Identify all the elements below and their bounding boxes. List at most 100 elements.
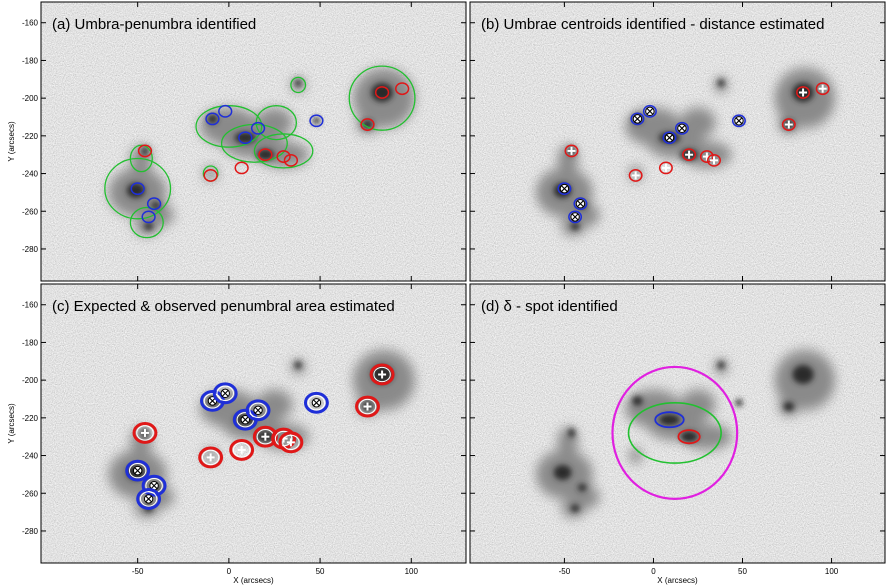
positive-centroid-marker bbox=[206, 453, 215, 462]
delta-penumbra-contour bbox=[627, 401, 722, 464]
negative-centroid-marker bbox=[645, 106, 655, 117]
positive-centroid-marker bbox=[237, 445, 246, 454]
negative-expected-penumbra bbox=[212, 382, 238, 405]
observed-penumbra bbox=[282, 434, 300, 451]
delta-spot-circle bbox=[611, 365, 739, 501]
negative-centroid-marker bbox=[664, 133, 675, 143]
positive-umbra-contour bbox=[658, 161, 673, 175]
y-tick-label: -240 bbox=[22, 452, 39, 461]
y-tick-label: -200 bbox=[22, 94, 39, 103]
negative-umbra-contour bbox=[642, 104, 657, 118]
observed-penumbra bbox=[307, 395, 326, 411]
negative-umbra-contour bbox=[141, 210, 156, 224]
negative-expected-penumbra bbox=[303, 391, 329, 414]
x-tick-label: 50 bbox=[316, 567, 325, 576]
panel-frame bbox=[469, 1, 886, 282]
x-tick-label: 0 bbox=[227, 567, 232, 576]
panel-title: (c) Expected & observed penumbral area e… bbox=[52, 298, 395, 315]
penumbra-contour bbox=[195, 105, 263, 148]
observed-penumbra bbox=[139, 491, 158, 507]
negative-umbra-contour bbox=[731, 114, 746, 128]
negative-centroid-marker bbox=[632, 114, 643, 124]
positive-umbra-contour bbox=[283, 153, 299, 167]
positive-umbra-contour bbox=[628, 169, 643, 182]
positive-centroid-marker bbox=[140, 428, 149, 437]
x-tick-label: 0 bbox=[651, 567, 656, 576]
panel-3: (c) Expected & observed penumbral area e… bbox=[7, 283, 467, 585]
negative-expected-penumbra bbox=[245, 399, 271, 422]
positive-expected-penumbra bbox=[369, 363, 395, 386]
y-tick-label: -160 bbox=[22, 19, 39, 28]
observed-penumbra bbox=[136, 425, 154, 441]
panel-title: (a) Umbra-penumbra identified bbox=[52, 16, 256, 33]
negative-expected-penumbra bbox=[200, 389, 225, 412]
positive-expected-penumbra bbox=[132, 422, 158, 444]
observed-penumbra bbox=[201, 449, 220, 466]
negative-umbra-contour bbox=[674, 121, 689, 135]
negative-centroid-marker bbox=[220, 388, 230, 399]
positive-umbra-contour bbox=[203, 169, 218, 182]
positive-centroid-marker bbox=[261, 432, 270, 441]
negative-umbra-contour bbox=[218, 104, 233, 118]
negative-centroid-marker bbox=[143, 494, 154, 504]
negative-centroid-marker bbox=[559, 183, 570, 194]
negative-centroid-marker bbox=[570, 212, 580, 222]
observed-penumbra bbox=[216, 385, 234, 402]
negative-expected-penumbra bbox=[141, 474, 167, 497]
positive-centroid-marker bbox=[378, 370, 387, 379]
negative-centroid-marker bbox=[253, 405, 263, 416]
y-axis-label: Y (arcsecs) bbox=[7, 403, 16, 444]
y-tick-label: -220 bbox=[22, 414, 39, 423]
negative-expected-penumbra bbox=[136, 487, 162, 510]
panel-frame bbox=[469, 283, 886, 564]
observed-penumbra bbox=[145, 478, 163, 494]
negative-centroid-marker bbox=[132, 465, 143, 476]
x-tick-label: -50 bbox=[132, 567, 144, 576]
positive-centroid-marker bbox=[784, 120, 793, 129]
negative-umbra-contour bbox=[557, 182, 572, 196]
positive-expected-penumbra bbox=[198, 446, 224, 469]
observed-penumbra bbox=[128, 462, 147, 479]
negative-umbra-contour bbox=[238, 131, 253, 145]
positive-umbra-contour bbox=[360, 118, 375, 131]
positive-expected-penumbra bbox=[252, 425, 278, 448]
negative-expected-penumbra bbox=[125, 459, 151, 482]
x-axis-label: X (arcsecs) bbox=[657, 576, 698, 585]
positive-centroid-marker bbox=[631, 171, 640, 180]
positive-centroid-marker bbox=[799, 88, 808, 97]
x-axis-label: X (arcsecs) bbox=[233, 576, 274, 585]
y-tick-label: -260 bbox=[22, 207, 39, 216]
positive-centroid-marker bbox=[363, 402, 372, 411]
penumbra-contour bbox=[253, 133, 314, 169]
positive-umbra-contour bbox=[137, 144, 153, 158]
positive-centroid-marker bbox=[685, 150, 694, 159]
y-tick-label: -220 bbox=[22, 132, 39, 141]
negative-centroid-marker bbox=[149, 481, 159, 491]
negative-umbra-contour bbox=[130, 182, 145, 196]
y-tick-label: -200 bbox=[22, 376, 39, 385]
negative-umbra-contour bbox=[573, 197, 588, 211]
negative-umbra-contour bbox=[309, 114, 324, 128]
negative-umbra-contour bbox=[205, 112, 220, 126]
negative-centroid-marker bbox=[575, 199, 586, 209]
negative-centroid-marker bbox=[240, 415, 250, 425]
positive-umbra-contour bbox=[564, 144, 579, 158]
positive-umbra-contour bbox=[682, 148, 697, 162]
panel-2: (b) Umbrae centroids identified - distan… bbox=[469, 1, 886, 282]
panel-title: (d) δ - spot identified bbox=[481, 298, 618, 315]
y-tick-label: -240 bbox=[22, 170, 39, 179]
y-tick-label: -180 bbox=[22, 56, 39, 65]
penumbra-contour bbox=[129, 144, 153, 173]
penumbra-contour bbox=[348, 65, 416, 131]
positive-umbra-contour bbox=[234, 161, 249, 175]
y-tick-label: -180 bbox=[22, 338, 39, 347]
positive-umbra-contour bbox=[707, 153, 721, 167]
positive-expected-penumbra bbox=[278, 431, 304, 454]
observed-penumbra bbox=[232, 442, 251, 458]
negative-umbra-contour bbox=[568, 210, 583, 224]
positive-umbra-contour bbox=[374, 86, 390, 99]
negative-centroid-marker bbox=[734, 116, 744, 126]
x-tick-label: 100 bbox=[825, 567, 839, 576]
observed-penumbra bbox=[249, 402, 267, 418]
